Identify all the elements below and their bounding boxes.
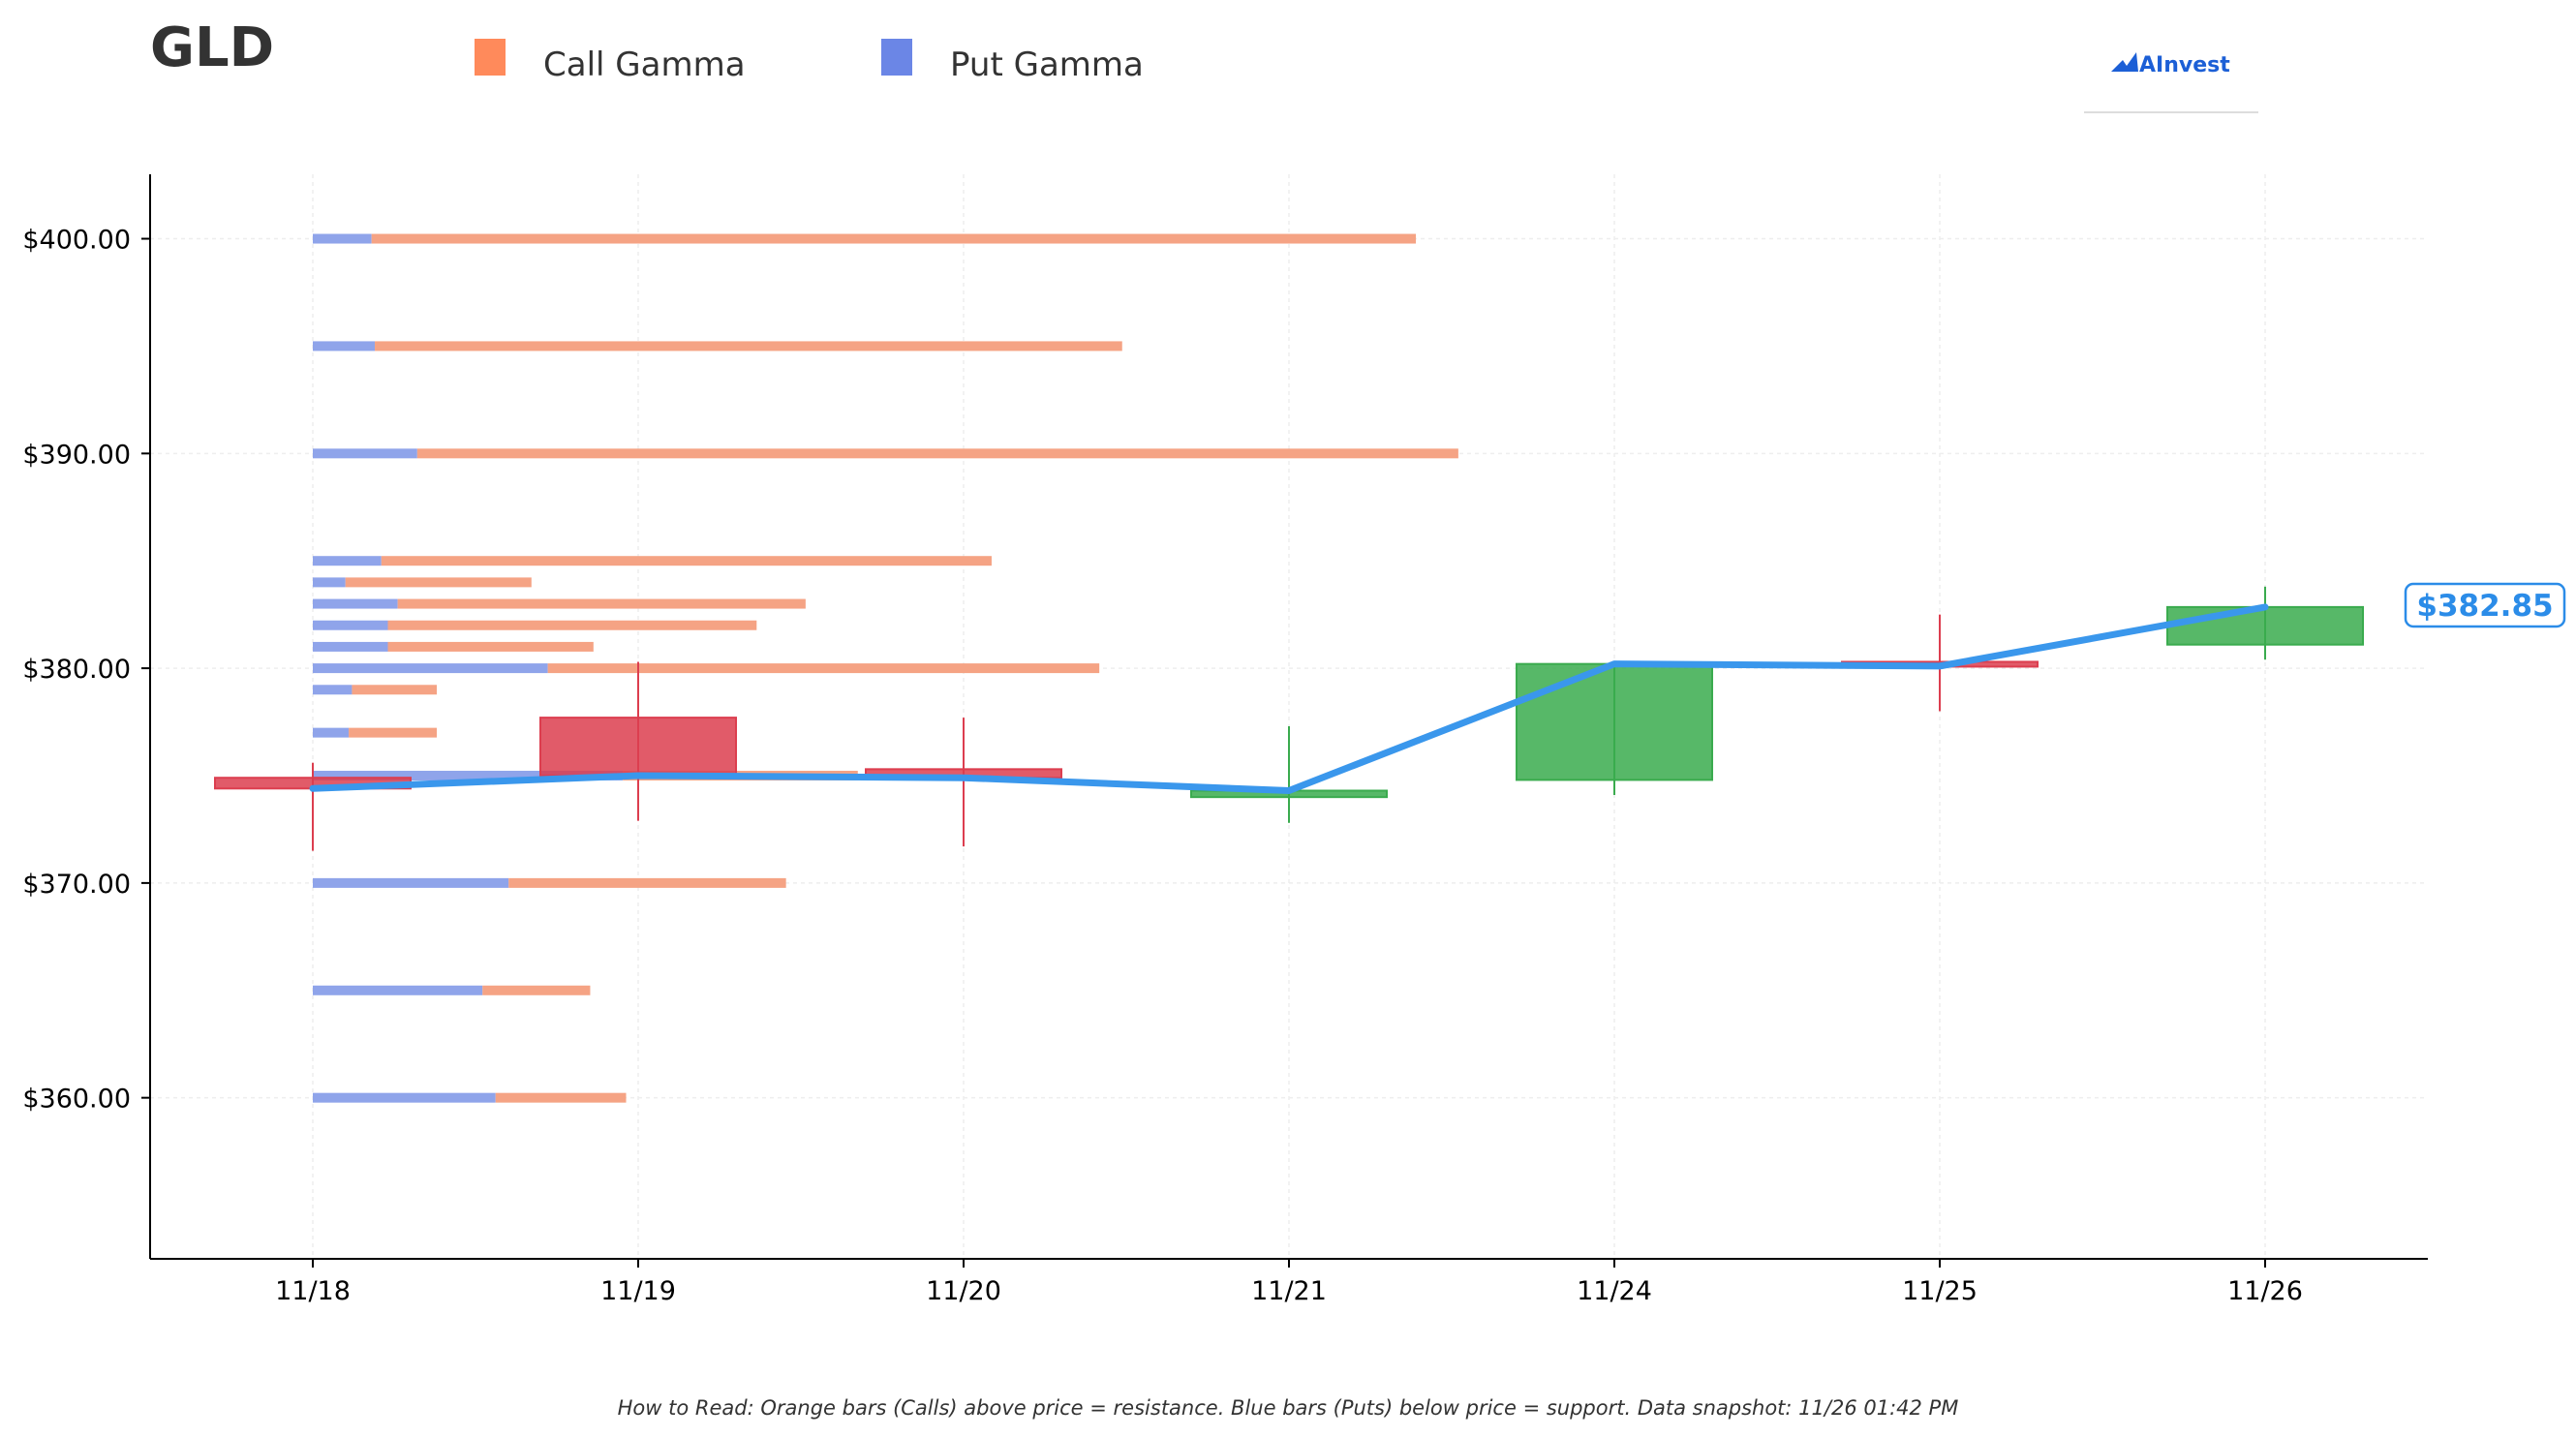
- put-gamma-bar: [313, 685, 353, 695]
- candle-body: [539, 717, 737, 777]
- x-tick-label: 11/24: [1577, 1276, 1652, 1306]
- brand-name: AInvest: [2139, 53, 2230, 77]
- call-gamma-bar: [387, 641, 594, 652]
- call-gamma-bar: [387, 620, 757, 630]
- put-gamma-bar: [313, 598, 398, 609]
- put-gamma-bar: [313, 985, 483, 995]
- call-gamma-bar: [547, 663, 1100, 674]
- put-gamma-bar: [313, 727, 350, 738]
- put-gamma-legend-swatch: [881, 39, 912, 76]
- call-gamma-legend-swatch: [475, 39, 506, 76]
- chart-title: GLD: [150, 16, 274, 79]
- x-tick-label: 11/19: [600, 1276, 676, 1306]
- put-gamma-bar: [313, 448, 417, 459]
- y-tick-label: $380.00: [22, 655, 131, 685]
- x-tick-label: 11/26: [2227, 1276, 2303, 1306]
- last-price-label: $382.85: [2416, 589, 2553, 624]
- y-tick-label: $360.00: [22, 1085, 131, 1115]
- call-gamma-bar: [397, 598, 806, 609]
- call-gamma-bar: [375, 341, 1122, 352]
- call-gamma-legend-label: Call Gamma: [543, 46, 746, 84]
- call-gamma-bar: [508, 877, 786, 888]
- y-tick-label: $390.00: [22, 440, 131, 470]
- x-tick-label: 11/20: [926, 1276, 1001, 1306]
- call-gamma-bar: [416, 448, 1458, 459]
- logo-chart-icon: [2111, 52, 2138, 72]
- x-tick-label: 11/25: [1902, 1276, 1978, 1306]
- candle-body: [2166, 605, 2364, 646]
- gamma-bars: [313, 233, 1458, 1103]
- call-gamma-bar: [495, 1092, 627, 1103]
- put-gamma-bar: [313, 1092, 496, 1103]
- call-gamma-bar: [349, 727, 438, 738]
- call-gamma-bar: [371, 233, 1417, 244]
- y-tick-label: $370.00: [22, 870, 131, 900]
- y-tick-label: $400.00: [22, 226, 131, 256]
- last-price-box: [2404, 582, 2566, 628]
- put-gamma-bar: [313, 556, 382, 566]
- call-gamma-bar: [352, 685, 438, 695]
- call-gamma-bar: [482, 985, 591, 995]
- axes: $360.00 $370.00 $380.00 $390.00 $400.00 11/18…: [22, 174, 2428, 1306]
- price-line: [309, 603, 2269, 795]
- put-gamma-bar: [313, 877, 509, 888]
- ainvest-logo: AInvest: [2084, 52, 2258, 113]
- call-gamma-bar: [345, 577, 532, 588]
- candle-body: [1516, 662, 1713, 781]
- put-gamma-legend-label: Put Gamma: [950, 46, 1144, 84]
- put-gamma-bar: [313, 620, 388, 630]
- last-price-badge: $382.85: [2404, 582, 2566, 628]
- x-tick-label: 11/21: [1251, 1276, 1327, 1306]
- put-gamma-bar: [313, 233, 372, 244]
- put-gamma-bar: [313, 341, 376, 352]
- put-gamma-bar: [313, 770, 624, 780]
- put-gamma-bar: [313, 577, 346, 588]
- how-to-read-footer: How to Read: Orange bars (Calls) above p…: [618, 1396, 1959, 1420]
- put-gamma-bar: [313, 663, 548, 674]
- price-line-layer: [309, 603, 2269, 795]
- put-gamma-bar: [313, 641, 388, 652]
- x-tick-label: 11/18: [275, 1276, 351, 1306]
- call-gamma-bar: [381, 556, 992, 566]
